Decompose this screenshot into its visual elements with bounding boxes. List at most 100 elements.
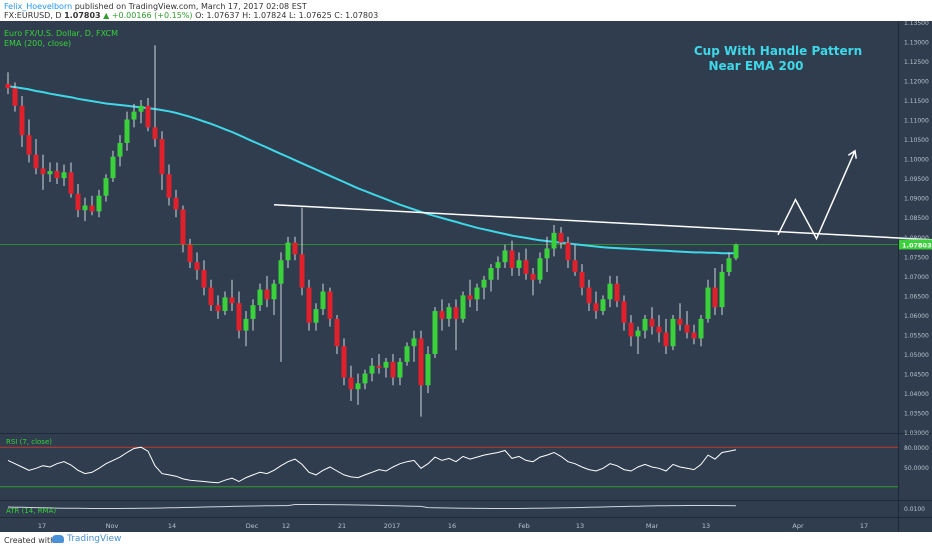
- candle-up: [481, 275, 487, 300]
- candle-body: [677, 318, 683, 325]
- price-tick-label: 1.04000: [904, 391, 929, 398]
- candle-down: [152, 45, 158, 147]
- projection-arrowhead: [847, 149, 857, 159]
- candle-body: [544, 248, 550, 259]
- time-tick-label: Apr: [792, 522, 804, 530]
- candle-up: [460, 291, 466, 323]
- candle-body: [460, 295, 466, 319]
- candle-down: [159, 131, 165, 190]
- neckline-trendline: [273, 203, 932, 241]
- candle-body: [299, 254, 305, 288]
- candle-down: [194, 252, 200, 280]
- rsi-tick-label: 50.0000: [904, 465, 929, 472]
- price-tick-label: 1.09000: [904, 196, 929, 203]
- candle-down: [201, 260, 207, 296]
- candle-up: [705, 279, 711, 323]
- candle-up: [355, 373, 361, 405]
- candle-down: [54, 162, 60, 185]
- candle-body: [131, 111, 137, 120]
- candle-up: [383, 357, 389, 378]
- time-axis: [0, 518, 898, 532]
- candle-body: [600, 299, 606, 312]
- candle-down: [390, 354, 396, 386]
- candle-body: [607, 283, 613, 300]
- candle-down: [229, 279, 235, 312]
- candle-up: [726, 252, 732, 276]
- time-tick-label: 16: [448, 522, 456, 530]
- candle-up: [257, 283, 263, 312]
- candle-down: [621, 295, 627, 331]
- candle-down: [145, 98, 151, 132]
- candle-down: [40, 154, 46, 190]
- candle-body: [670, 318, 676, 347]
- candle-up: [411, 330, 417, 362]
- candle-up: [369, 357, 375, 382]
- candle-up: [138, 99, 144, 124]
- candle-body: [446, 307, 452, 319]
- candle-body: [726, 258, 732, 272]
- time-tick-label: Feb: [518, 522, 530, 530]
- candle-body: [47, 171, 53, 175]
- time-tick-label: 2017: [384, 522, 401, 530]
- candle-body: [628, 322, 634, 337]
- candle-body: [516, 260, 522, 269]
- price-tick-label: 1.13000: [904, 39, 929, 46]
- candle-body: [432, 311, 438, 355]
- candle-down: [215, 295, 221, 319]
- candle-body: [201, 269, 207, 288]
- candle-body: [425, 354, 431, 386]
- candle-down: [530, 268, 536, 296]
- price-axis: [898, 21, 932, 532]
- time-tick-label: 21: [338, 522, 346, 530]
- candle-body: [187, 244, 193, 263]
- candle-down: [418, 330, 424, 417]
- price-tick-label: 1.05000: [904, 352, 929, 359]
- candle-body: [439, 311, 445, 319]
- candle-down: [467, 279, 473, 308]
- candle-body: [12, 88, 18, 106]
- candle-body: [474, 287, 480, 300]
- candle-up: [635, 326, 641, 355]
- chart-title: Euro FX/U.S. Dollar, D, FXCM: [4, 29, 118, 38]
- candle-up: [516, 252, 522, 276]
- candle-down: [684, 311, 690, 339]
- candle-up: [488, 264, 494, 292]
- candle-body: [712, 287, 718, 308]
- rsi-legend: RSI (7, close): [6, 438, 52, 446]
- candle-body: [691, 332, 697, 339]
- time-tick-label: 12: [282, 522, 290, 530]
- candle-up: [278, 252, 284, 362]
- candle-body: [586, 287, 592, 304]
- candle-up: [425, 346, 431, 394]
- price-tick-label: 1.08000: [904, 235, 929, 242]
- time-tick-label: 14: [168, 522, 176, 530]
- candle-body: [418, 338, 424, 386]
- footer: Created with TradingView: [0, 532, 932, 550]
- candle-body: [523, 260, 529, 274]
- annotation-line-2: Near EMA 200: [708, 59, 803, 73]
- candle-body: [369, 365, 375, 374]
- candle-down: [89, 195, 95, 216]
- candle-down: [376, 354, 382, 374]
- candle-body: [145, 105, 151, 128]
- author-name[interactable]: Felix_Hoevelborn: [4, 2, 73, 11]
- candle-body: [684, 324, 690, 333]
- candle-down: [264, 275, 270, 308]
- tradingview-logo[interactable]: TradingView: [52, 534, 121, 544]
- candle-down: [558, 227, 564, 249]
- time-tick-label: Nov: [106, 522, 119, 530]
- candle-body: [152, 127, 158, 140]
- price-tick-label: 1.09500: [904, 176, 929, 183]
- candle-down: [208, 279, 214, 312]
- candle-up: [117, 135, 123, 167]
- tradingview-icon: [52, 534, 64, 543]
- candle-down: [334, 314, 340, 355]
- candle-body: [397, 361, 403, 378]
- candle-up: [670, 314, 676, 351]
- candle-body: [208, 287, 214, 306]
- candle-body: [635, 330, 641, 337]
- candle-down: [26, 119, 32, 163]
- candle-down: [5, 72, 11, 95]
- candlestick-chart[interactable]: 1.13500 1.13000 1.12500 1.12000 1.11500 1.110…: [0, 21, 932, 532]
- candle-down: [19, 96, 25, 147]
